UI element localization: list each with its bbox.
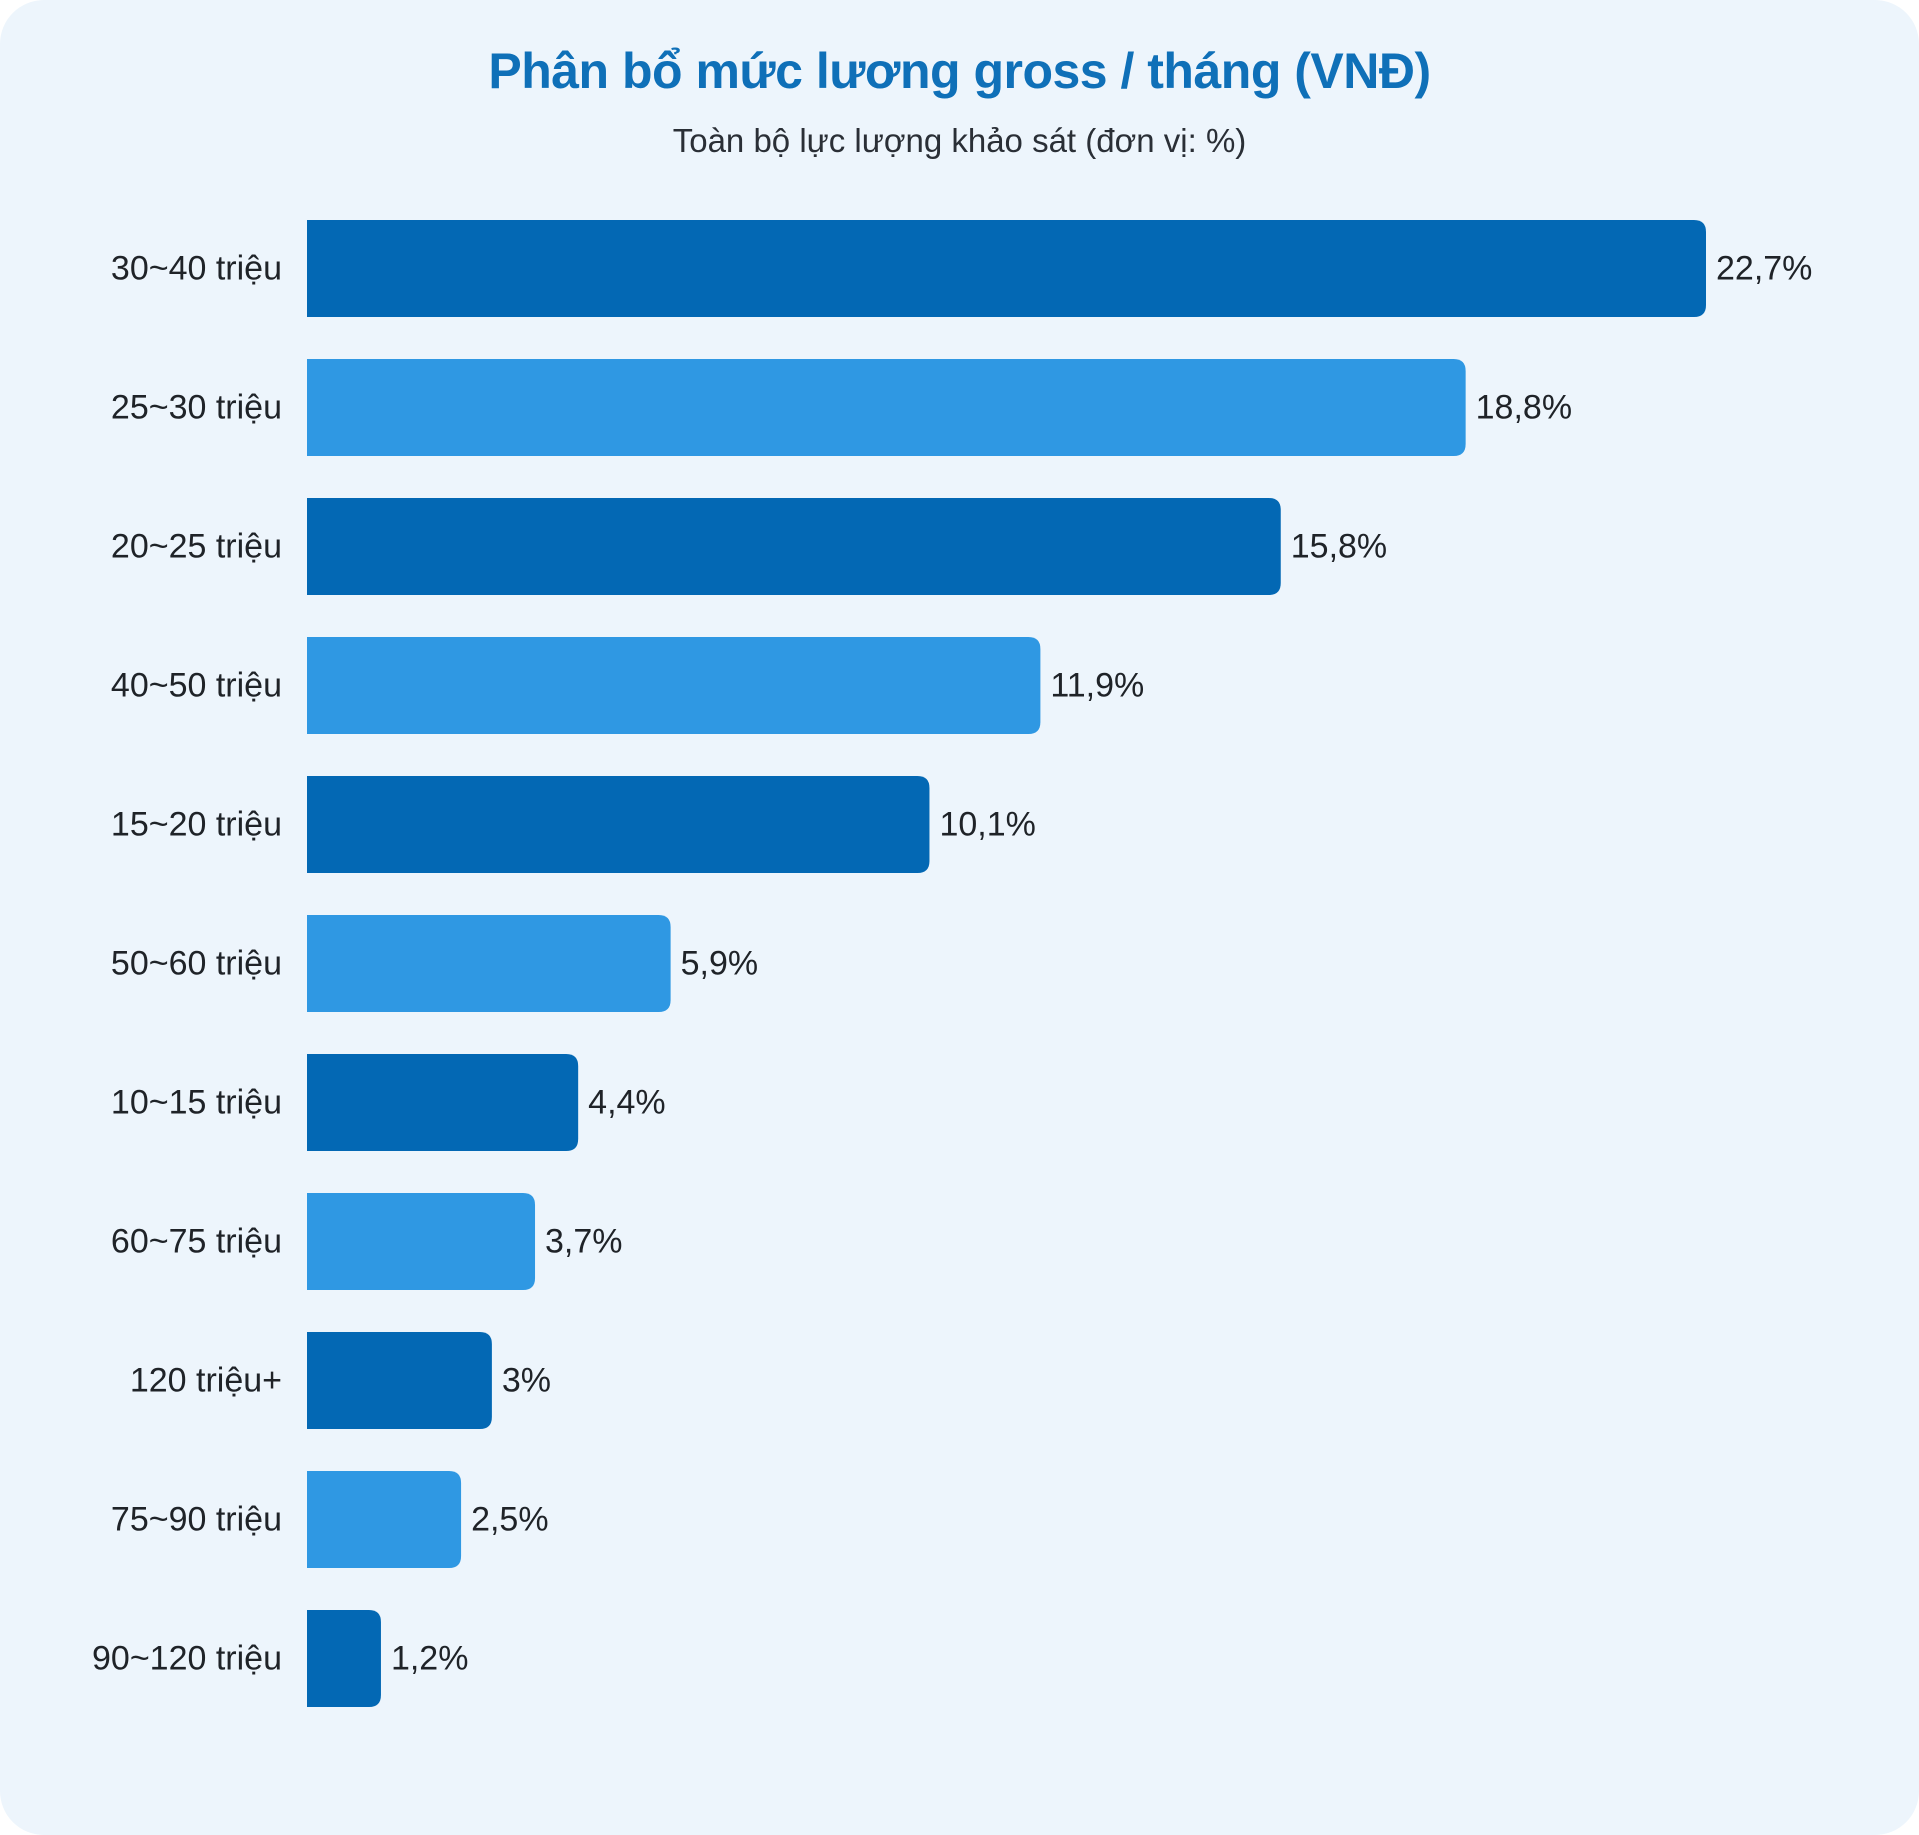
category-label: 20~25 triệu xyxy=(111,528,282,566)
bar xyxy=(307,1471,462,1568)
bar xyxy=(307,1054,579,1151)
value-label: 4,4% xyxy=(588,1084,666,1122)
category-label: 25~30 triệu xyxy=(111,389,282,427)
value-label: 3,7% xyxy=(545,1223,623,1261)
bar xyxy=(307,498,1281,595)
bar xyxy=(307,637,1041,734)
category-label: 30~40 triệu xyxy=(111,250,282,288)
bar xyxy=(307,776,930,873)
category-label: 50~60 triệu xyxy=(111,945,282,983)
value-label: 15,8% xyxy=(1291,528,1387,566)
value-label: 11,9% xyxy=(1050,667,1144,705)
value-label: 22,7% xyxy=(1716,250,1812,288)
value-label: 2,5% xyxy=(471,1501,549,1539)
bar xyxy=(307,359,1466,456)
bar xyxy=(307,1193,536,1290)
category-label: 15~20 triệu xyxy=(111,806,282,844)
category-label: 120 triệu+ xyxy=(130,1362,282,1400)
value-label: 3% xyxy=(502,1362,551,1400)
category-label: 90~120 triệu xyxy=(92,1640,282,1678)
category-label: 10~15 triệu xyxy=(111,1084,282,1122)
bar xyxy=(307,915,671,1012)
value-label: 1,2% xyxy=(391,1640,469,1678)
category-label: 40~50 triệu xyxy=(111,667,282,705)
bars-group: 30~40 triệu 22,7% 25~30 triệu 18,8% 20~25 tr… xyxy=(92,220,1812,1707)
value-label: 10,1% xyxy=(939,806,1035,844)
category-label: 75~90 triệu xyxy=(111,1501,282,1539)
bar xyxy=(307,1610,381,1707)
value-label: 18,8% xyxy=(1476,389,1572,427)
bar xyxy=(307,220,1706,317)
category-label: 60~75 triệu xyxy=(111,1223,282,1261)
chart-title: Phân bổ mức lương gross / tháng (VNĐ) xyxy=(488,43,1431,99)
chart-subtitle: Toàn bộ lực lượng khảo sát (đơn vị: %) xyxy=(672,122,1247,159)
bar xyxy=(307,1332,492,1429)
value-label: 5,9% xyxy=(681,945,759,983)
